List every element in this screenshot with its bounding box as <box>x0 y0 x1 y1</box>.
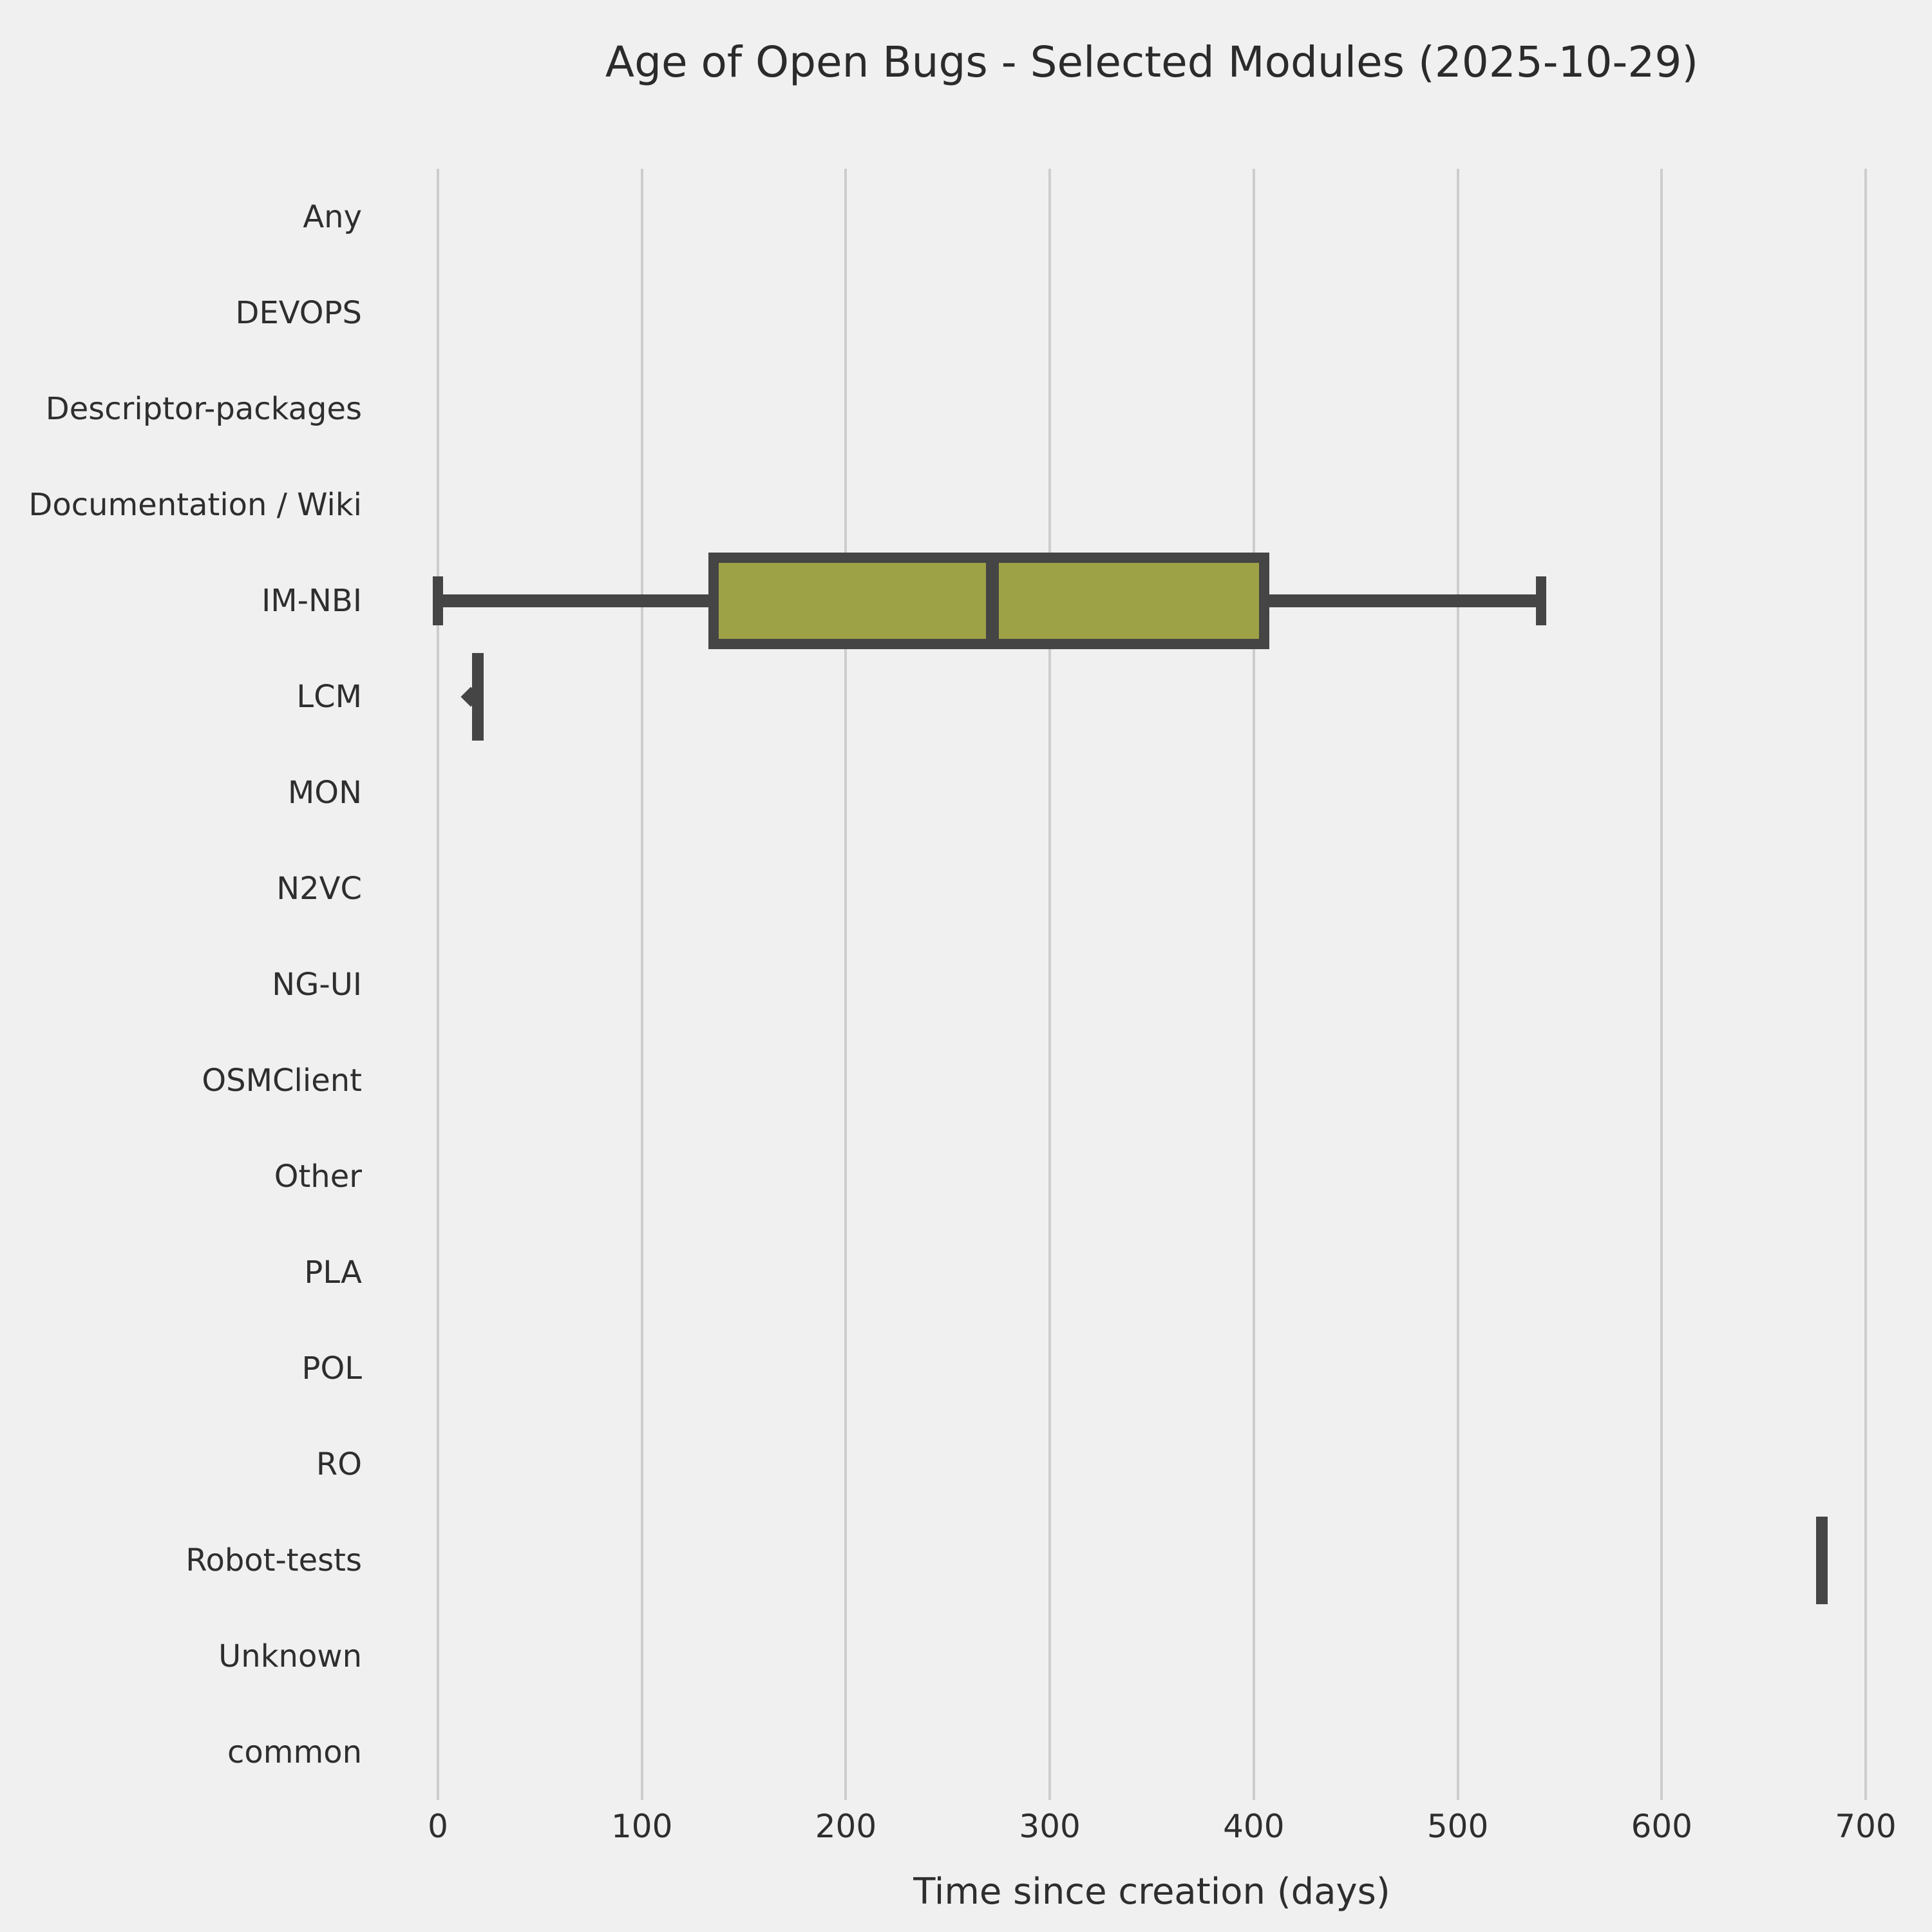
gridline-x-600 <box>1660 169 1663 1800</box>
x-tick-label: 400 <box>1223 1808 1285 1845</box>
y-axis-label: PLA <box>304 1254 362 1291</box>
y-axis-label: Robot-tests <box>185 1542 362 1578</box>
gridline-x-300 <box>1048 169 1052 1800</box>
gridline-x-200 <box>844 169 848 1800</box>
x-tick-label: 100 <box>611 1808 673 1845</box>
whisker-cap-low <box>433 576 443 625</box>
gridline-x-0 <box>437 169 439 1800</box>
gridline-x-700 <box>1864 169 1867 1800</box>
y-axis-label: IM-NBI <box>261 582 362 619</box>
x-tick-label: 700 <box>1835 1808 1897 1845</box>
x-axis-label: Time since creation (days) <box>913 1871 1390 1913</box>
y-axis-label: OSMClient <box>202 1062 362 1099</box>
x-tick-label: 0 <box>428 1808 448 1845</box>
x-tick-label: 600 <box>1631 1808 1692 1845</box>
y-axis-label: Documentation / Wiki <box>28 486 362 523</box>
whisker-cap-high <box>1536 576 1547 625</box>
y-axis-label: LCM <box>296 678 362 715</box>
y-axis-label: Any <box>303 198 362 235</box>
x-tick-label: 300 <box>1019 1808 1081 1845</box>
y-axis-label: Other <box>274 1158 362 1195</box>
y-axis-label: Descriptor-packages <box>45 390 362 427</box>
y-axis-label: DEVOPS <box>235 294 362 331</box>
iqr-box-degenerate <box>471 652 484 741</box>
gridline-x-500 <box>1456 169 1459 1800</box>
whisker-high <box>1269 594 1542 607</box>
median-line <box>986 552 999 649</box>
chart-title: Age of Open Bugs - Selected Modules (202… <box>605 37 1699 87</box>
x-tick-label: 500 <box>1426 1808 1489 1845</box>
y-axis-label: N2VC <box>276 870 362 907</box>
iqr-box-degenerate <box>1815 1516 1828 1604</box>
y-axis-label: Unknown <box>218 1638 362 1674</box>
y-axis-label: MON <box>287 774 362 811</box>
whisker-low <box>438 594 708 607</box>
y-axis-label: NG-UI <box>272 966 362 1003</box>
y-axis-label: common <box>227 1734 362 1770</box>
gridline-x-400 <box>1252 169 1255 1800</box>
y-axis-label: POL <box>301 1350 362 1387</box>
x-tick-label: 200 <box>815 1808 877 1845</box>
gridline-x-100 <box>640 169 643 1800</box>
y-axis-label: RO <box>316 1446 362 1482</box>
